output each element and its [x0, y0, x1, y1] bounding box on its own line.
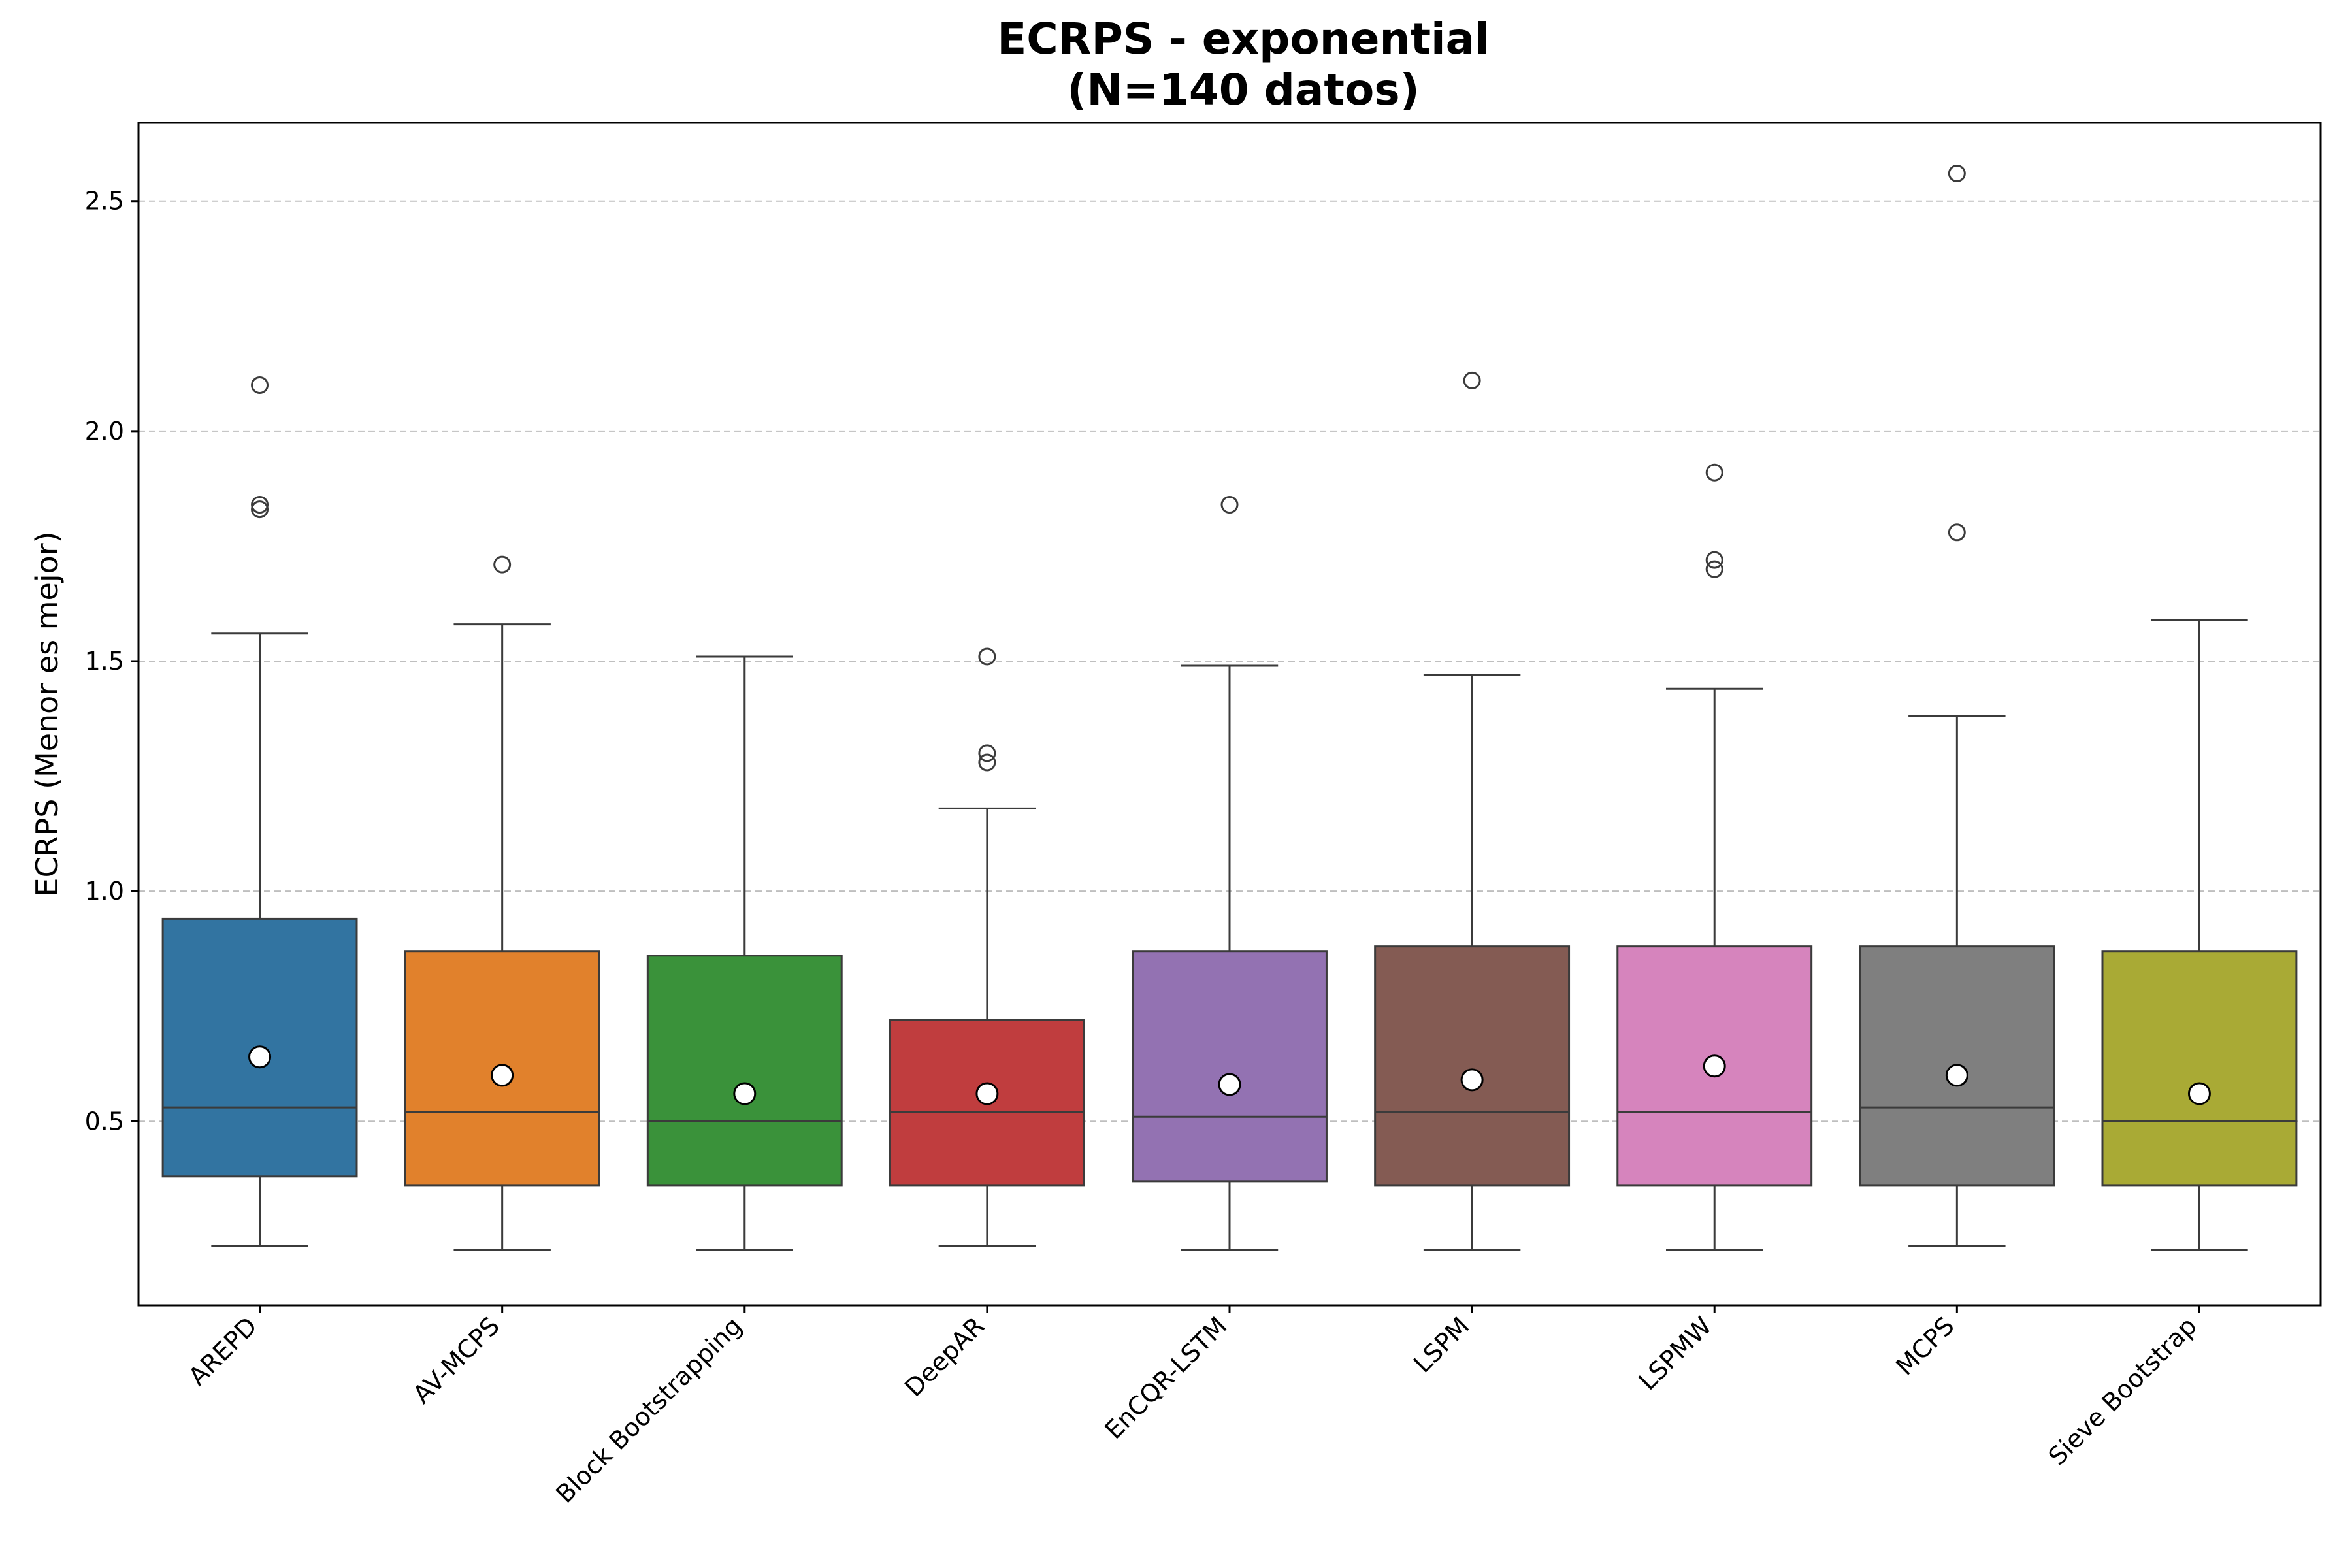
outlier-point	[251, 496, 269, 514]
box-group	[1374, 371, 1571, 1251]
box-group	[889, 647, 1085, 1247]
outlier-point	[493, 555, 512, 574]
mean-marker	[733, 1082, 757, 1105]
outlier-point	[978, 744, 996, 762]
mean-marker	[1218, 1073, 1241, 1096]
iqr-box	[1132, 950, 1328, 1183]
outlier-point	[251, 500, 269, 519]
mean-marker	[1460, 1068, 1484, 1092]
outlier-point	[1948, 523, 1966, 542]
y-tick-label: 2.0	[85, 417, 124, 446]
y-axis-label: ECRPS (Menor es mejor)	[29, 531, 65, 896]
y-tick-label: 1.5	[85, 647, 124, 676]
box-series	[161, 164, 2298, 1251]
box-group	[646, 655, 843, 1251]
iqr-box	[1374, 945, 1571, 1187]
outlier-point	[251, 376, 269, 394]
outlier-point	[1463, 371, 1481, 389]
outlier-point	[1220, 496, 1239, 514]
outlier-point	[978, 753, 996, 772]
y-tick-label: 1.0	[85, 877, 124, 906]
chart-title-line-1: ECRPS - exponential	[997, 14, 1490, 64]
mean-marker	[248, 1045, 272, 1069]
outlier-point	[1948, 164, 1966, 182]
outlier-point	[1705, 551, 1723, 569]
box-group	[1616, 463, 1813, 1251]
outlier-point	[1705, 560, 1723, 578]
box-group	[161, 376, 358, 1247]
box-group	[1132, 496, 1328, 1251]
iqr-box	[646, 955, 843, 1187]
mean-marker	[491, 1064, 514, 1087]
y-tick-label: 2.5	[85, 187, 124, 216]
mean-marker	[975, 1082, 999, 1105]
outlier-point	[1705, 463, 1723, 482]
iqr-box	[2101, 950, 2298, 1187]
box-group	[1859, 164, 2055, 1247]
outlier-point	[978, 647, 996, 666]
chart-title-line-2: (N=140 datos)	[1067, 65, 1420, 115]
box-group	[2101, 619, 2298, 1251]
mean-marker	[2187, 1082, 2211, 1105]
box-group	[404, 555, 600, 1251]
y-tick-label: 0.5	[85, 1107, 124, 1135]
mean-marker	[1703, 1054, 1726, 1078]
mean-marker	[1945, 1064, 1968, 1087]
